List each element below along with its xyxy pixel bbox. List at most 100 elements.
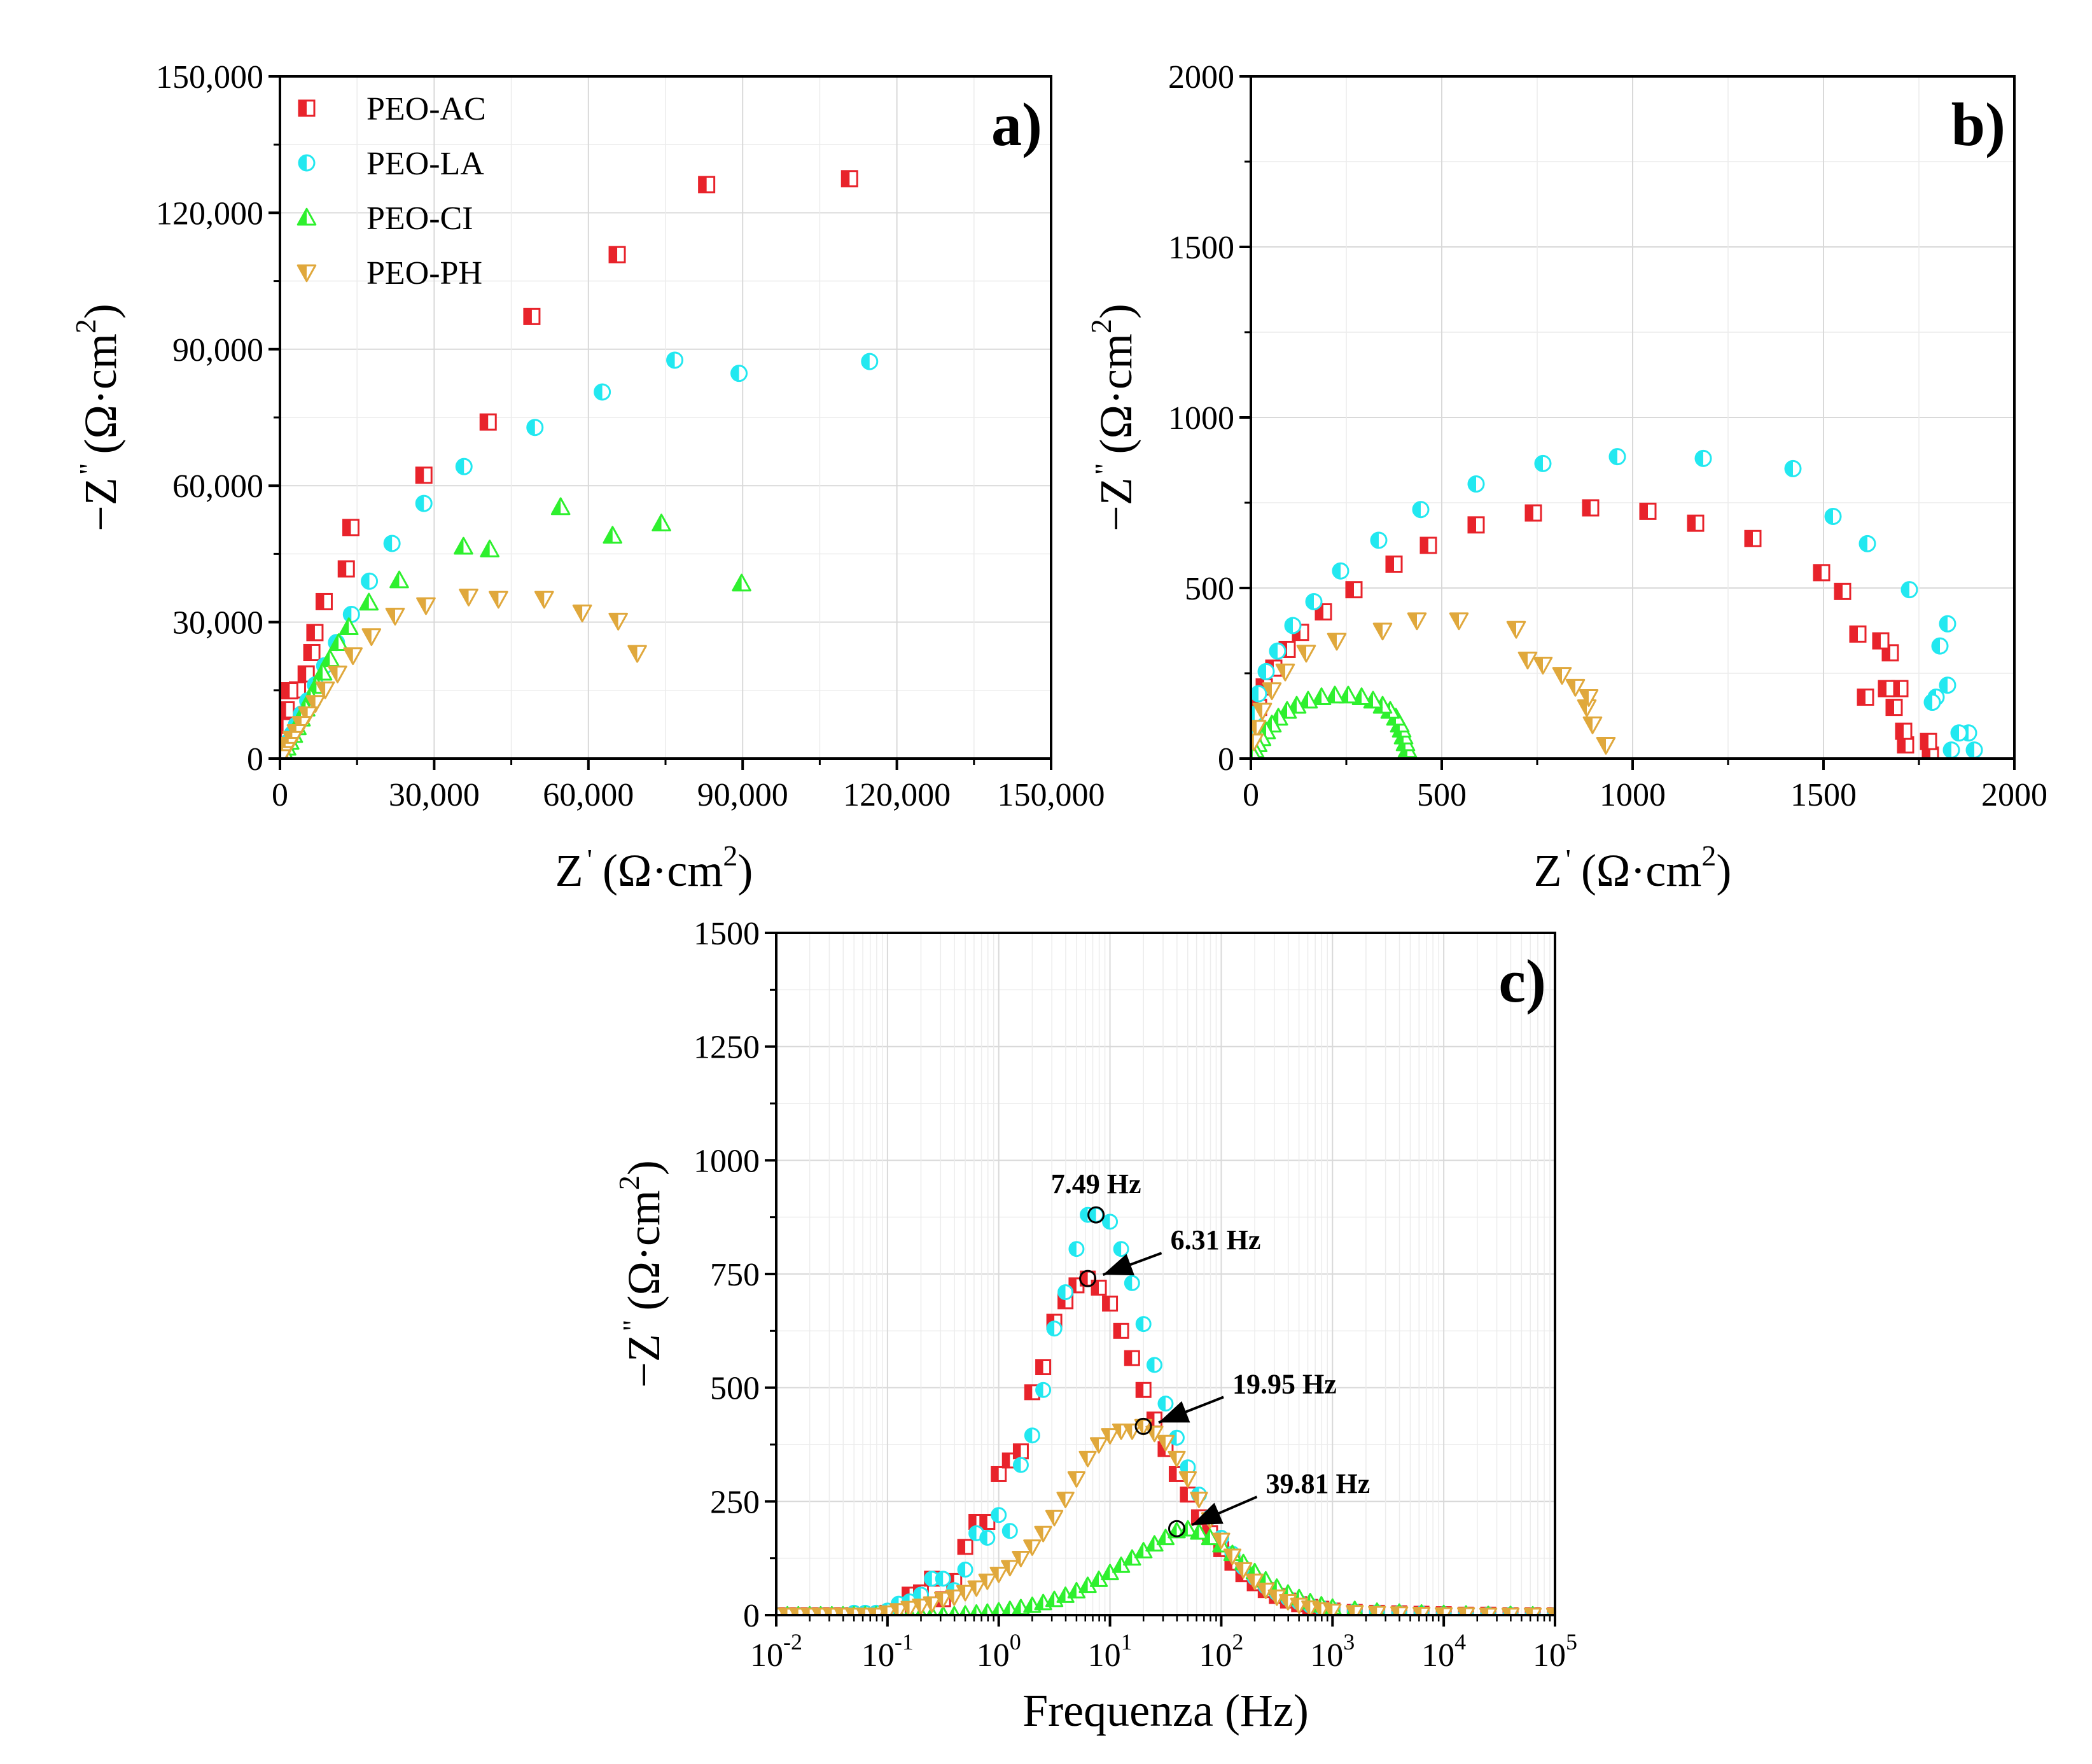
data-point-peo-ph xyxy=(1212,1532,1231,1550)
data-point-peo-ph xyxy=(867,1607,886,1615)
data-point-peo-la xyxy=(861,353,879,370)
annotation-7-49-hz: 7.49 Hz xyxy=(1051,1168,1141,1224)
x-tick-label: 10-1 xyxy=(861,1629,914,1674)
data-point-peo-ac xyxy=(479,413,497,431)
y-tick-label: 120,000 xyxy=(156,195,263,232)
legend-marker-peo-ci xyxy=(296,207,317,226)
data-point-peo-la xyxy=(455,458,473,475)
data-point-peo-ph xyxy=(298,706,317,724)
data-point-peo-ac xyxy=(1687,514,1705,532)
data-point-peo-ph xyxy=(1089,1437,1108,1454)
data-point-peo-ci xyxy=(389,570,409,589)
x-tick-label: 102 xyxy=(1199,1629,1243,1674)
data-point-peo-la xyxy=(1057,1284,1074,1301)
data-point-peo-ph xyxy=(627,645,647,663)
data-point-peo-ac xyxy=(1102,1295,1119,1312)
data-point-peo-ci xyxy=(550,497,571,515)
data-point-peo-ph xyxy=(1346,1605,1364,1615)
data-point-peo-ph xyxy=(1252,703,1273,721)
data-point-peo-ph xyxy=(889,1603,908,1615)
data-point-peo-ac xyxy=(1895,722,1913,740)
data-point-peo-la xyxy=(979,1530,996,1546)
legend-item-peo-ci: PEO-CI xyxy=(296,200,473,237)
data-point-peo-la xyxy=(935,1571,951,1587)
annotation-19-95-hz: 19.95 Hz xyxy=(1134,1368,1337,1435)
data-point-peo-ph xyxy=(1251,720,1267,738)
data-point-peo-ph xyxy=(1067,1471,1086,1488)
data-point-peo-ci xyxy=(1338,685,1358,704)
data-point-peo-ph xyxy=(1479,1607,1498,1615)
panel-c-annotations: 7.49 Hz 6.31 Hz 19.95 Hz 39.81 Hz xyxy=(1051,1168,1370,1537)
x-tick-label: 101 xyxy=(1088,1629,1133,1674)
x-tick-label: 60,000 xyxy=(543,777,634,813)
data-point-peo-ci xyxy=(1325,685,1345,704)
x-tick-label: 30,000 xyxy=(389,777,480,813)
x-tick-label: 0 xyxy=(272,777,288,813)
data-point-peo-ph xyxy=(1262,682,1282,701)
data-point-peo-ph xyxy=(978,1573,996,1590)
data-point-peo-ph xyxy=(923,1596,941,1613)
data-point-peo-ci xyxy=(1351,687,1372,706)
data-point-peo-ph xyxy=(1596,737,1616,755)
data-point-peo-ph xyxy=(956,1585,975,1602)
data-point-peo-ph xyxy=(489,591,508,609)
data-point-peo-ac xyxy=(1035,1359,1052,1376)
data-point-peo-ph xyxy=(572,605,592,622)
data-point-peo-la xyxy=(1068,1241,1085,1257)
y-tick-label: 750 xyxy=(710,1257,760,1293)
data-point-peo-ph xyxy=(1034,1525,1052,1543)
data-point-peo-la xyxy=(1135,1316,1152,1333)
y-tick-label: 500 xyxy=(710,1371,760,1407)
data-point-peo-ph xyxy=(1190,1492,1208,1508)
data-point-peo-ac xyxy=(1467,516,1485,534)
data-point-peo-ph xyxy=(934,1592,952,1609)
data-point-peo-ph xyxy=(878,1605,897,1615)
data-point-peo-ph xyxy=(315,681,335,699)
data-point-peo-ph xyxy=(1001,1560,1019,1577)
data-point-peo-ci xyxy=(1277,701,1297,719)
data-point-peo-ac xyxy=(1872,632,1890,650)
panel-a-label: a) xyxy=(991,90,1042,158)
data-point-peo-ph xyxy=(361,628,382,647)
data-point-peo-la xyxy=(991,1507,1007,1523)
data-point-peo-la xyxy=(1939,676,1956,694)
panel-b-y-axis-label: −Z"(Ω·cm2) xyxy=(1085,304,1141,531)
y-tick-label: 0 xyxy=(247,741,263,778)
x-tick-label: 104 xyxy=(1421,1629,1466,1674)
panel-a-x-axis-label: Z ' (Ω·cm2) xyxy=(555,839,753,896)
data-point-peo-ci xyxy=(959,1605,972,1615)
data-point-peo-ph xyxy=(1449,612,1469,631)
data-point-peo-ci xyxy=(1298,690,1318,709)
panel-b-grid xyxy=(1250,76,2015,759)
x-tick-label: 105 xyxy=(1533,1629,1577,1674)
data-point-peo-la xyxy=(342,605,360,623)
data-point-peo-ph xyxy=(912,1599,930,1615)
data-point-peo-ac xyxy=(1834,582,1851,600)
legend-label: PEO-CI xyxy=(366,200,473,237)
data-point-peo-la xyxy=(1305,592,1323,610)
data-point-peo-ph xyxy=(343,647,363,666)
panel-c-x-axis-label: Frequenza (Hz) xyxy=(1022,1685,1309,1736)
legend-item-peo-ac: PEO-AC xyxy=(298,91,486,127)
data-point-peo-ph xyxy=(1012,1551,1030,1567)
y-tick-label: 1250 xyxy=(694,1030,760,1066)
data-point-peo-ph xyxy=(1533,657,1553,675)
y-tick-label: 0 xyxy=(743,1598,760,1634)
data-point-peo-la xyxy=(1269,642,1287,660)
data-point-peo-la xyxy=(1931,637,1949,655)
annotation-39-81-hz: 39.81 Hz xyxy=(1168,1468,1370,1537)
data-point-peo-la xyxy=(1942,741,1960,759)
annotation-label: 19.95 Hz xyxy=(1232,1368,1337,1399)
data-point-peo-ph xyxy=(1056,1492,1075,1508)
data-point-peo-ac xyxy=(1849,625,1867,643)
x-tick-label: 1500 xyxy=(1790,777,1857,813)
annotation-label: 7.49 Hz xyxy=(1051,1168,1141,1200)
data-point-peo-la xyxy=(1102,1214,1119,1230)
data-point-peo-la xyxy=(1950,724,1968,742)
data-point-peo-ph xyxy=(608,612,628,631)
data-point-peo-ci xyxy=(652,514,671,532)
data-point-peo-la xyxy=(415,494,433,512)
data-point-peo-la xyxy=(924,1571,940,1587)
panel-b-x-axis-label: Z ' (Ω·cm2) xyxy=(1534,839,1732,896)
data-point-peo-ci xyxy=(970,1604,983,1615)
